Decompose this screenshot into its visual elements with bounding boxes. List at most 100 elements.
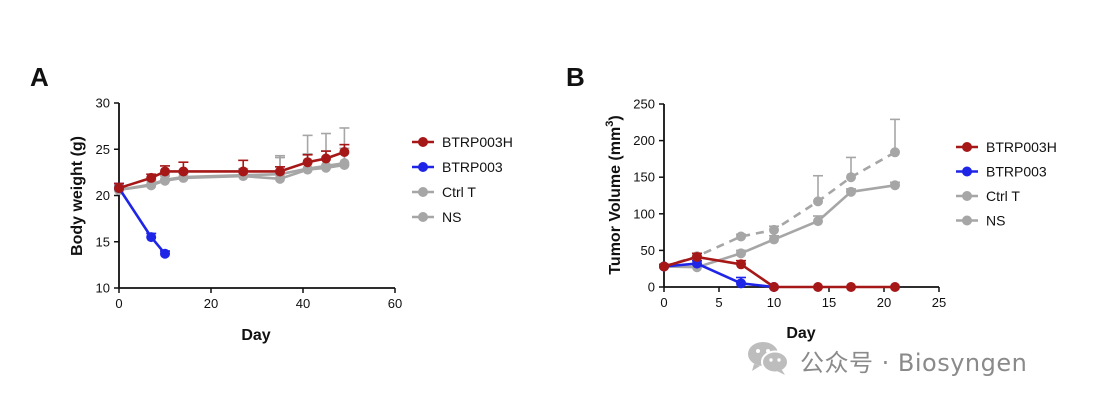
legend-swatch-marker: [962, 142, 972, 152]
legend-label: Ctrl T: [442, 184, 476, 200]
watermark-text: 公众号 · Biosyngen: [800, 348, 1028, 377]
watermark: 公众号 · Biosyngen: [746, 340, 1027, 380]
data-point: [275, 166, 285, 177]
data-point: [846, 282, 856, 292]
x-tick-label: 20: [204, 296, 218, 311]
legend-item-btrp003: BTRP003: [412, 159, 503, 175]
panel-a-plot-area: 0 20 40 60 10 15 20 25 30: [96, 96, 403, 312]
data-point: [160, 248, 170, 259]
data-point: [890, 282, 900, 292]
legend-item-ctrl-t: Ctrl T: [412, 184, 476, 200]
legend-label: BTRP003: [986, 164, 1047, 180]
legend-label: NS: [442, 209, 461, 225]
series-btrp003: [114, 182, 170, 259]
data-point: [238, 166, 249, 177]
data-point: [160, 166, 170, 177]
legend-swatch-marker: [962, 191, 972, 201]
data-point: [146, 232, 157, 243]
legend-swatch-marker: [418, 187, 428, 197]
data-point: [769, 224, 779, 235]
data-point: [160, 174, 170, 185]
legend-swatch-marker: [418, 162, 428, 172]
legend-item-btrp003: BTRP003: [956, 164, 1047, 180]
data-point: [736, 231, 746, 242]
data-point: [769, 282, 779, 292]
data-point: [146, 172, 157, 183]
legend-swatch-marker: [962, 166, 972, 177]
panel-letter-b: B: [566, 62, 585, 92]
data-point: [846, 186, 856, 197]
data-point: [813, 282, 823, 292]
data-point: [769, 234, 779, 245]
x-tick-label: 0: [115, 296, 122, 311]
data-point: [736, 278, 746, 289]
series-line: [663, 262, 775, 289]
series-btrp003h: [659, 251, 900, 292]
y-tick-label: 25: [96, 142, 110, 157]
data-point: [302, 157, 313, 168]
x-tick-label: 25: [932, 295, 946, 310]
y-tick-label: 10: [96, 281, 110, 296]
data-point: [846, 172, 856, 183]
x-tick-label: 15: [822, 295, 836, 310]
series-line: [117, 187, 167, 255]
panel-b-y-axis-title: Tumor Volume (mm3): [604, 115, 624, 274]
data-point: [321, 160, 331, 171]
x-tick-label: 0: [660, 295, 667, 310]
data-point: [890, 180, 900, 191]
data-point: [736, 248, 746, 259]
data-point: [178, 166, 189, 177]
y-tick-label: 200: [633, 133, 655, 148]
y-tick-label: 250: [633, 97, 655, 112]
panel-a-body-weight-chart: A Day Body weight (g) 0 20 40 601015202530 …: [30, 62, 513, 344]
data-point: [321, 153, 331, 164]
data-point: [890, 147, 900, 158]
legend-label: Ctrl T: [986, 188, 1020, 204]
data-point: [813, 196, 823, 207]
panel-letter-a: A: [30, 62, 49, 92]
panel-a-legend: BTRP003H BTRP003 Ctrl T NS: [412, 134, 513, 225]
legend-swatch-marker: [418, 212, 428, 222]
data-point: [114, 183, 124, 194]
legend-label: BTRP003H: [442, 134, 513, 150]
legend-label: NS: [986, 213, 1005, 229]
series-ns: [659, 118, 900, 272]
x-tick-label: 40: [296, 296, 310, 311]
legend-label: BTRP003: [442, 159, 503, 175]
legend-item-btrp003h: BTRP003H: [956, 139, 1057, 155]
x-tick-label: 20: [877, 295, 891, 310]
legend-label: BTRP003H: [986, 139, 1057, 155]
legend-item-ns: NS: [956, 213, 1005, 229]
y-tick-label: 50: [641, 243, 655, 258]
data-point: [659, 261, 669, 272]
panel-b-legend: BTRP003H BTRP003 Ctrl T NS: [956, 139, 1057, 229]
wechat-icon: [746, 340, 790, 381]
data-point: [736, 259, 746, 270]
y-tick-label: 100: [633, 206, 655, 221]
y-tick-label: 0: [648, 280, 655, 295]
series-line: [663, 151, 896, 268]
data-point: [813, 216, 823, 227]
legend-item-ctrl-t: Ctrl T: [956, 188, 1020, 204]
x-tick-label: 10: [767, 295, 781, 310]
legend-swatch-marker: [962, 215, 972, 226]
data-point: [339, 147, 350, 158]
y-tick-label: 20: [96, 188, 110, 203]
data-point: [692, 251, 702, 262]
x-tick-label: 60: [388, 296, 402, 311]
panel-a-x-axis-title: Day: [241, 327, 270, 344]
y-tick-label: 30: [96, 96, 110, 111]
legend-item-ns: NS: [412, 209, 461, 225]
panel-b-tumor-volume-chart: B Day Tumor Volume (mm3) 0 5 10 15 20 2505010…: [566, 62, 1057, 342]
data-point: [339, 158, 350, 169]
legend-swatch-marker: [418, 137, 428, 147]
legend-item-btrp003h: BTRP003H: [412, 134, 513, 150]
y-tick-label: 15: [96, 234, 110, 249]
series-btrp003h: [114, 143, 350, 194]
y-tick-label: 150: [633, 170, 655, 185]
panel-a-y-axis-title: Body weight (g): [69, 136, 86, 256]
x-tick-label: 5: [715, 295, 722, 310]
panel-b-x-axis-title: Day: [786, 325, 815, 342]
